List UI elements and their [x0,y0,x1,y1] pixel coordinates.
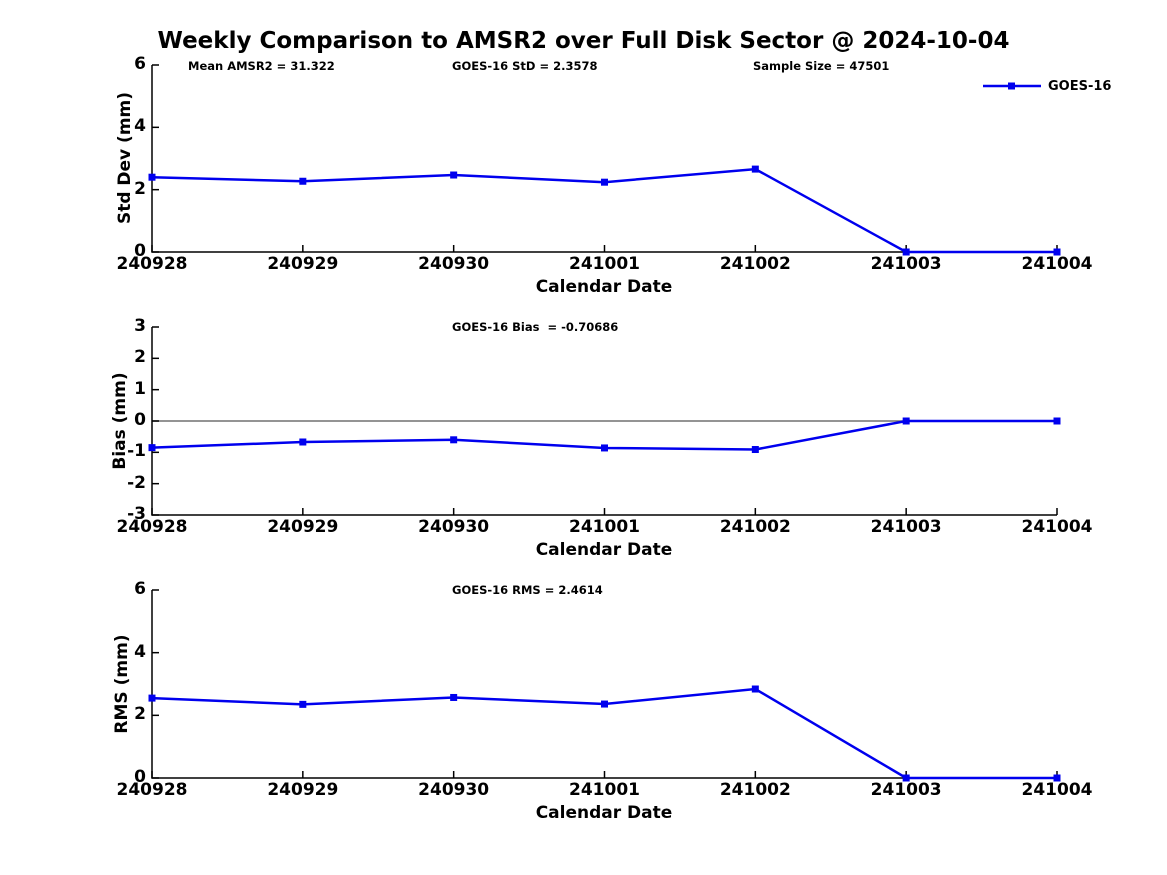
legend-marker-sample [1008,82,1015,90]
data-point-marker [148,444,156,452]
y-tick-label: 0 [134,410,146,430]
x-tick-label: 241001 [569,254,640,274]
x-tick-label: 240929 [267,780,339,800]
data-point-marker [601,444,608,452]
x-tick-label: 240929 [267,254,339,274]
y-tick-label: -1 [127,441,146,462]
x-tick-label: 241002 [719,254,791,274]
y-tick-label: 4 [134,641,146,662]
data-point-marker [751,446,759,454]
data-point-marker [601,700,608,708]
y-tick-label: 6 [134,54,146,74]
data-point-marker [1053,774,1061,782]
data-point-marker [902,774,910,782]
data-point-marker [902,248,910,256]
y-tick-label: 0 [134,241,146,261]
y-tick-label: -2 [127,472,146,493]
x-tick-label: 241004 [1021,780,1093,800]
x-tick-label: 241002 [719,517,791,537]
data-point-marker [751,685,759,693]
y-tick-label: 2 [134,704,146,725]
xlabel-panel2: Calendar Date [535,540,673,560]
x-tick-label: 241004 [1021,254,1093,274]
x-tick-label: 241003 [870,780,942,800]
annotation-goes16-std: GOES-16 StD = 2.3578 [452,59,598,73]
y-tick-label: 0 [134,767,146,787]
data-point-marker [751,165,759,173]
data-point-marker [450,171,458,179]
data-point-marker [902,417,910,425]
x-tick-label: 240930 [418,780,490,800]
y-tick-label: 2 [134,178,146,199]
y-tick-label: 4 [134,116,146,137]
x-tick-label: 240928 [116,254,188,274]
y-tick-label: -3 [127,504,146,524]
y-tick-label: 2 [134,347,146,368]
x-tick-label: 241003 [870,517,942,537]
x-tick-label: 240928 [116,517,188,537]
data-point-marker [601,178,608,186]
annotation-sample-size: Sample Size = 47501 [753,59,890,73]
data-point-marker [148,173,156,181]
annotation-mean-amsr2: Mean AMSR2 = 31.322 [188,59,335,73]
data-point-marker [450,693,458,701]
y-tick-label: 1 [134,378,146,399]
data-point-marker [299,177,307,185]
std-dev-panel-axes [151,65,1057,253]
x-tick-label: 240929 [267,517,339,537]
y-tick-label: 3 [134,316,146,336]
data-point-marker [148,694,156,702]
x-tick-label: 241002 [719,780,791,800]
annotation-goes16-bias: GOES-16 Bias = -0.70686 [452,320,619,334]
xlabel-panel3: Calendar Date [535,803,673,823]
data-point-marker [299,438,307,446]
ylabel-std-dev: Std Dev (mm) [115,91,135,225]
rms-panel-axes [151,590,1057,779]
x-tick-label: 240930 [418,254,490,274]
x-tick-label: 240928 [116,780,188,800]
y-tick-label: 6 [134,579,146,599]
data-point-marker [450,436,458,444]
legend-label: GOES-16 [1048,79,1112,94]
data-point-marker [299,700,307,708]
x-tick-label: 241004 [1021,517,1093,537]
annotation-goes16-rms: GOES-16 RMS = 2.4614 [452,583,603,597]
data-point-marker [1053,248,1061,256]
data-point-marker [1053,417,1061,425]
x-tick-label: 241003 [870,254,942,274]
x-tick-label: 241001 [569,517,640,537]
x-tick-label: 241001 [569,780,640,800]
x-tick-label: 240930 [418,517,490,537]
chart-title: Weekly Comparison to AMSR2 over Full Dis… [157,28,1010,54]
xlabel-panel1: Calendar Date [535,277,673,297]
